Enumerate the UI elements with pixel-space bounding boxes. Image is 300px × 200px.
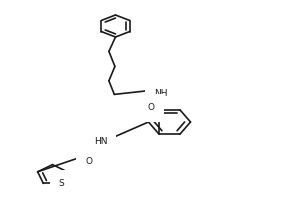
- Text: O: O: [148, 104, 155, 112]
- Text: O: O: [85, 156, 92, 166]
- Text: HN: HN: [94, 136, 107, 146]
- Text: NH: NH: [154, 88, 167, 98]
- Text: S: S: [59, 179, 64, 188]
